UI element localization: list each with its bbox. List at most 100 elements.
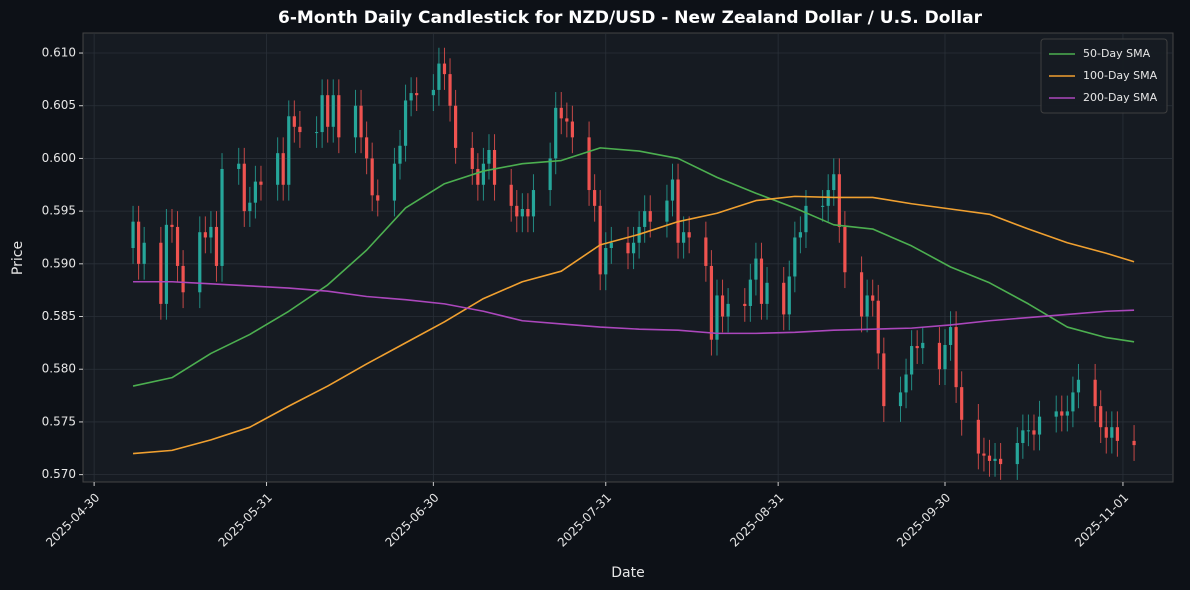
candle-body xyxy=(365,137,369,159)
candle-body xyxy=(203,232,207,238)
candle-body xyxy=(509,184,513,206)
candle-body xyxy=(765,282,769,304)
sma-line xyxy=(132,195,1135,455)
candle-body xyxy=(281,153,285,185)
candle-body xyxy=(214,226,219,266)
candle-body xyxy=(481,163,486,185)
candle-body xyxy=(487,149,491,164)
candle-body xyxy=(359,105,363,138)
candle-body xyxy=(181,265,185,293)
candle-body xyxy=(442,63,447,75)
candle-body xyxy=(682,232,686,243)
candle-body xyxy=(554,107,558,159)
candle-body xyxy=(720,295,725,317)
candle-body xyxy=(1021,430,1025,444)
candle-body xyxy=(1054,411,1058,417)
candle-body xyxy=(1032,430,1036,435)
candle-body xyxy=(604,248,608,275)
candle-body xyxy=(164,224,169,304)
candle-body xyxy=(337,95,341,138)
candle-body xyxy=(248,202,252,212)
candle-body xyxy=(593,190,597,206)
candle-body xyxy=(403,100,408,146)
candle-body xyxy=(882,353,886,407)
candle-body xyxy=(292,116,296,127)
candle-body xyxy=(787,276,791,315)
candle-body xyxy=(376,195,380,201)
candle-body xyxy=(237,163,241,169)
candle-body xyxy=(948,327,953,345)
candle-body xyxy=(398,145,402,164)
y-tick-label: 0.600 xyxy=(42,151,76,165)
candle-body xyxy=(676,179,680,243)
candle-body xyxy=(993,458,997,461)
sma-line xyxy=(133,280,1135,335)
candle-body xyxy=(843,226,847,273)
candle-body xyxy=(570,121,574,138)
candle-body xyxy=(548,158,552,191)
candle-body xyxy=(670,179,675,201)
candle-body xyxy=(643,211,647,227)
candle-body xyxy=(598,205,602,275)
candle-body xyxy=(748,279,752,306)
candle-body xyxy=(821,205,825,207)
candle-body xyxy=(859,272,864,317)
candle-body xyxy=(287,116,291,185)
y-tick-label: 0.570 xyxy=(42,467,76,481)
candle-body xyxy=(175,226,180,266)
candle-body xyxy=(392,163,397,201)
y-tick-label: 0.580 xyxy=(42,362,76,376)
sma-line xyxy=(132,147,1135,387)
candle-body xyxy=(871,295,875,301)
candle-body xyxy=(198,232,202,293)
y-tick-label: 0.595 xyxy=(42,204,76,218)
candle-body xyxy=(565,118,569,122)
y-axis-label: Price xyxy=(10,241,26,275)
y-tick-label: 0.585 xyxy=(42,309,76,323)
candle-body xyxy=(331,95,335,127)
legend-label: 50-Day SMA xyxy=(1083,47,1151,60)
candle-body xyxy=(910,346,914,375)
candle-body xyxy=(759,258,764,304)
candle-body xyxy=(1099,406,1103,428)
candle-body xyxy=(954,327,958,388)
y-tick-label: 0.575 xyxy=(42,414,76,428)
candle-body xyxy=(943,344,947,370)
candle-body xyxy=(976,419,980,454)
candle-body xyxy=(921,342,925,349)
candle-body xyxy=(353,105,358,138)
candle-body xyxy=(704,237,708,266)
candle-body xyxy=(209,226,213,238)
candle-body xyxy=(960,387,964,420)
candle-body xyxy=(137,221,141,264)
candle-body xyxy=(159,242,163,304)
candle-body xyxy=(904,374,908,393)
candle-body xyxy=(370,158,374,196)
candle-body xyxy=(754,258,758,280)
legend-label: 100-Day SMA xyxy=(1083,69,1158,82)
chart-title: 6-Month Daily Candlestick for NZD/USD - … xyxy=(278,8,983,28)
candle-body xyxy=(131,221,135,249)
candle-body xyxy=(999,458,1003,465)
candle-body xyxy=(314,132,319,134)
candle-body xyxy=(320,95,324,133)
candle-body xyxy=(470,147,474,169)
candle-body xyxy=(520,209,524,217)
candle-body xyxy=(448,74,452,106)
candle-body xyxy=(804,205,808,233)
candle-body xyxy=(743,303,747,306)
candle-body xyxy=(242,163,246,212)
candle-body xyxy=(431,89,435,96)
legend-box xyxy=(1040,38,1168,114)
candle-body xyxy=(937,342,942,370)
candle-body xyxy=(987,455,992,461)
candle-body xyxy=(709,265,714,340)
candle-body xyxy=(865,295,869,317)
y-tick-label: 0.590 xyxy=(42,256,76,270)
candle-body xyxy=(798,232,802,238)
candle-body xyxy=(515,205,519,217)
candle-body xyxy=(531,190,536,217)
candle-body xyxy=(876,300,880,354)
candle-body xyxy=(726,303,730,317)
candle-body xyxy=(1071,392,1075,412)
